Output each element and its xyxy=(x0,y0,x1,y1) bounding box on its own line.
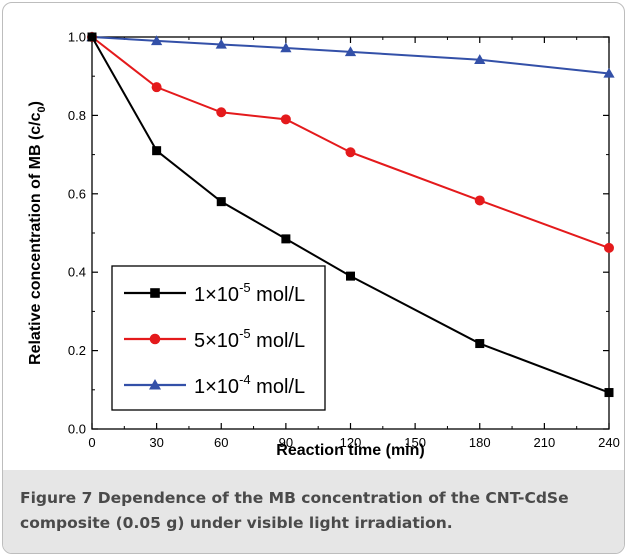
legend-label: 5×10-5 mol/L xyxy=(194,326,305,352)
data-point-circle xyxy=(149,333,161,345)
data-point-square xyxy=(216,197,226,207)
y-tick-label: 0.0 xyxy=(68,422,86,437)
data-point-triangle xyxy=(603,67,615,78)
figure-caption: Figure 7 Dependence of the MB concentrat… xyxy=(20,486,616,536)
data-point-triangle xyxy=(344,46,357,57)
x-tick-label: 180 xyxy=(469,435,491,450)
x-axis-title: Reaction time (min) xyxy=(276,442,424,459)
y-axis-title: Relative concentration of MB (c/c0) xyxy=(27,101,48,365)
y-tick-label: 1.0 xyxy=(68,30,86,45)
data-point-triangle xyxy=(280,42,292,53)
legend-label: 1×10-5 mol/L xyxy=(194,280,305,306)
caption-box xyxy=(3,470,624,553)
chart-ticks: 0 30 60 90 120 150 180 210 240 0.0 0.2 0.4 0.6 0.8 1.0 xyxy=(68,30,620,451)
chart-series xyxy=(86,31,615,398)
x-tick-label: 240 xyxy=(598,435,620,450)
series-line xyxy=(91,36,610,249)
x-tick-label: 210 xyxy=(534,435,556,450)
y-tick-label: 0.2 xyxy=(68,343,86,358)
data-point-square xyxy=(346,271,355,281)
x-tick-label: 30 xyxy=(149,435,163,450)
data-point-circle xyxy=(280,114,291,125)
y-tick-label: 0.4 xyxy=(68,265,86,280)
data-point-square xyxy=(150,288,160,298)
data-point-circle xyxy=(345,147,356,158)
data-point-square xyxy=(87,32,97,42)
data-point-circle xyxy=(151,82,162,93)
data-point-circle xyxy=(474,195,485,206)
x-tick-label: 0 xyxy=(88,435,95,450)
caption-text: Dependence of the MB concentration of th… xyxy=(20,489,569,532)
caption-label: Figure 7 xyxy=(20,489,93,507)
chart-legend: 1×10-5 mol/L 5×10-5 mol/L 1×10-4 mol/L xyxy=(111,265,326,411)
data-point-square xyxy=(152,146,162,156)
data-point-triangle xyxy=(474,54,486,64)
legend-label: 1×10-4 mol/L xyxy=(194,372,305,398)
chart-titles: Reaction time (min) Relative concentratio… xyxy=(27,101,425,459)
data-point-circle xyxy=(604,242,614,253)
x-tick-label: 150 xyxy=(404,435,426,450)
data-point-square xyxy=(604,388,614,398)
x-tick-label: 120 xyxy=(340,435,362,450)
y-tick-label: 0.6 xyxy=(68,186,86,201)
data-point-triangle xyxy=(215,38,227,49)
data-point-triangle xyxy=(149,379,161,390)
y-tick-label: 0.8 xyxy=(68,108,86,123)
data-point-triangle xyxy=(151,35,163,46)
x-tick-label: 60 xyxy=(214,435,228,450)
data-point-square xyxy=(281,234,291,244)
x-tick-label: 90 xyxy=(279,435,293,450)
data-point-circle xyxy=(216,107,227,118)
chart: 0 30 60 90 120 150 180 210 240 0.0 0.2 0.4 0.6 0.8 1.0… xyxy=(27,30,620,460)
data-point-square xyxy=(475,339,485,349)
